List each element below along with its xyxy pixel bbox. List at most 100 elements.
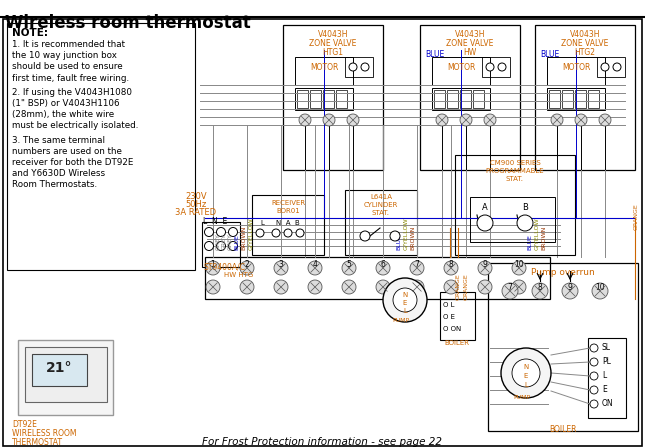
Circle shape: [256, 229, 264, 237]
Text: O L: O L: [443, 302, 455, 308]
Circle shape: [308, 280, 322, 294]
Circle shape: [410, 280, 424, 294]
Text: 230V: 230V: [185, 192, 207, 201]
Circle shape: [599, 114, 611, 126]
Text: G/YELLOW: G/YELLOW: [404, 217, 408, 250]
Text: E: E: [524, 373, 528, 379]
Text: ORANGE: ORANGE: [455, 273, 461, 300]
Text: PL: PL: [602, 358, 611, 367]
Circle shape: [240, 261, 254, 275]
Text: GREY: GREY: [228, 233, 232, 250]
Text: 7: 7: [415, 260, 419, 269]
Text: N  A  B: N A B: [276, 220, 300, 226]
Text: 7: 7: [508, 283, 512, 292]
Text: HW: HW: [463, 48, 477, 57]
Circle shape: [272, 229, 280, 237]
Circle shape: [204, 228, 213, 236]
Text: (1" BSP) or V4043H1106: (1" BSP) or V4043H1106: [12, 99, 119, 108]
Text: 10: 10: [514, 260, 524, 269]
Circle shape: [575, 114, 587, 126]
Text: first time, fault free wiring.: first time, fault free wiring.: [12, 74, 129, 83]
Bar: [345, 57, 373, 77]
Circle shape: [502, 283, 518, 299]
Circle shape: [501, 348, 551, 398]
Text: the 10 way junction box: the 10 way junction box: [12, 51, 117, 60]
Circle shape: [590, 400, 598, 408]
Bar: [25, 347, 107, 402]
Text: BROWN: BROWN: [542, 226, 546, 250]
Circle shape: [444, 280, 458, 294]
Circle shape: [484, 114, 496, 126]
Bar: [252, 195, 324, 255]
Circle shape: [376, 280, 390, 294]
Text: B: B: [522, 203, 528, 212]
Text: receiver for both the DT92E: receiver for both the DT92E: [12, 158, 134, 167]
Circle shape: [436, 114, 448, 126]
Bar: [473, 90, 484, 108]
Text: (28mm), the white wire: (28mm), the white wire: [12, 110, 114, 119]
Bar: [547, 88, 605, 110]
Text: 3A RATED: 3A RATED: [175, 208, 217, 217]
Circle shape: [486, 63, 494, 71]
Text: PUMP: PUMP: [392, 318, 410, 323]
Text: BLUE: BLUE: [540, 50, 559, 59]
Text: CM900 SERIES: CM900 SERIES: [490, 160, 541, 166]
Text: ON: ON: [602, 400, 613, 409]
Circle shape: [217, 241, 226, 250]
Bar: [460, 90, 471, 108]
Text: STAT.: STAT.: [506, 176, 524, 182]
Text: ZONE VALVE: ZONE VALVE: [561, 39, 609, 48]
Text: MOTOR: MOTOR: [562, 63, 590, 72]
Text: BOILER: BOILER: [444, 340, 470, 346]
Text: O ON: O ON: [443, 326, 461, 332]
Circle shape: [551, 114, 563, 126]
Text: 1: 1: [211, 260, 215, 269]
Circle shape: [347, 114, 359, 126]
Text: L641A: L641A: [370, 194, 392, 200]
Text: DT92E: DT92E: [12, 420, 37, 429]
Bar: [297, 90, 308, 108]
Text: must be electrically isolated.: must be electrically isolated.: [12, 122, 139, 131]
Circle shape: [601, 63, 609, 71]
Text: THERMOSTAT: THERMOSTAT: [12, 438, 63, 447]
Bar: [432, 88, 490, 110]
Circle shape: [299, 114, 311, 126]
Text: WIRELESS ROOM: WIRELESS ROOM: [12, 429, 77, 438]
Bar: [420, 25, 520, 170]
Circle shape: [240, 280, 254, 294]
Text: 2. If using the V4043H1080: 2. If using the V4043H1080: [12, 88, 132, 97]
Text: V4043H: V4043H: [318, 30, 348, 39]
Circle shape: [393, 288, 417, 312]
Bar: [547, 57, 605, 85]
Text: 21°: 21°: [46, 361, 72, 375]
Circle shape: [228, 228, 237, 236]
Bar: [345, 190, 417, 255]
Circle shape: [274, 261, 288, 275]
Text: L: L: [524, 382, 528, 388]
Text: CYLINDER: CYLINDER: [364, 202, 398, 208]
Circle shape: [410, 261, 424, 275]
Text: Pump overrun: Pump overrun: [531, 268, 595, 277]
Circle shape: [517, 215, 533, 231]
Circle shape: [284, 229, 292, 237]
Circle shape: [460, 114, 472, 126]
Bar: [336, 90, 347, 108]
Text: RECEIVER: RECEIVER: [271, 200, 305, 206]
Text: 2: 2: [244, 260, 250, 269]
Text: NOTE:: NOTE:: [12, 28, 48, 38]
Circle shape: [376, 261, 390, 275]
Circle shape: [498, 63, 506, 71]
Bar: [575, 90, 586, 108]
Text: Room Thermostats.: Room Thermostats.: [12, 181, 97, 190]
Circle shape: [204, 241, 213, 250]
Text: 6: 6: [381, 260, 386, 269]
Text: N: N: [523, 364, 529, 370]
Bar: [470, 197, 555, 242]
Circle shape: [562, 283, 578, 299]
Text: For Frost Protection information - see page 22: For Frost Protection information - see p…: [202, 437, 442, 447]
Circle shape: [342, 280, 356, 294]
Text: MOTOR: MOTOR: [310, 63, 338, 72]
Circle shape: [323, 114, 335, 126]
Circle shape: [592, 283, 608, 299]
Bar: [488, 263, 638, 431]
